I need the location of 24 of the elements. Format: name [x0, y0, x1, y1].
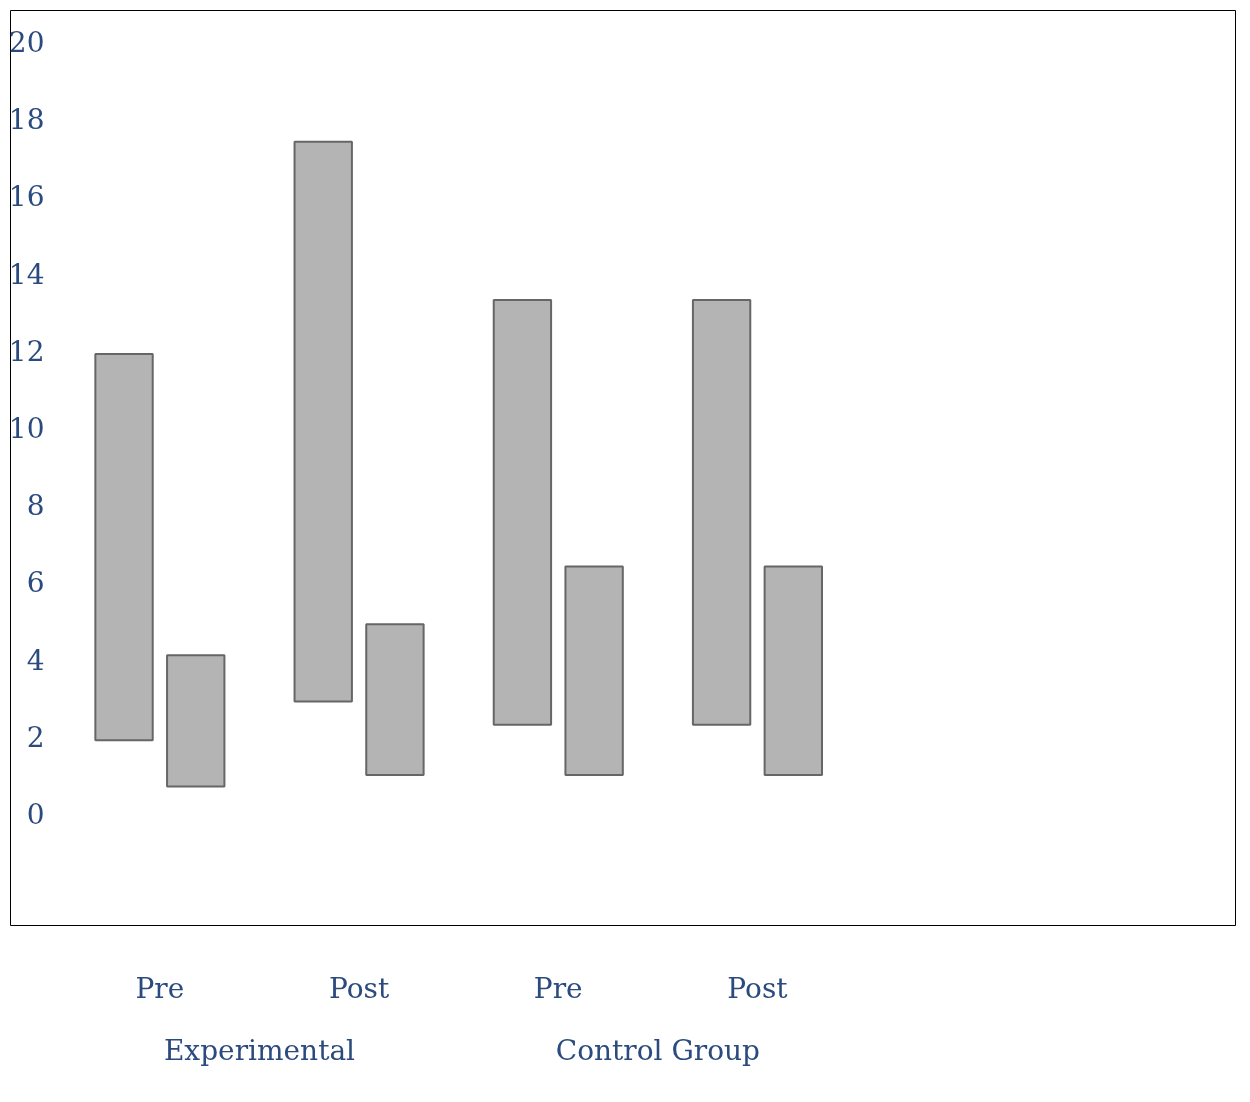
- y-tick-label: 4: [26, 643, 45, 677]
- bar: [763, 565, 823, 776]
- bar: [691, 299, 752, 726]
- bar: [166, 654, 226, 788]
- y-tick-label: 16: [8, 180, 45, 214]
- y-tick-label: 12: [8, 334, 45, 368]
- y-tick-label: 18: [8, 103, 45, 137]
- y-tick-label: 8: [26, 489, 45, 523]
- x-tick-label: Post: [328, 971, 390, 1005]
- y-tick-label: 0: [26, 798, 45, 832]
- text: Control Group: [555, 1033, 760, 1067]
- bar: [564, 565, 624, 776]
- text: Experimental: [163, 1033, 356, 1067]
- x-tick-label: Pre: [135, 971, 185, 1005]
- y-tick-label: 14: [8, 257, 45, 291]
- y-tick-label: 10: [8, 411, 45, 445]
- y-tick-label: 2: [26, 720, 45, 754]
- bar: [293, 140, 353, 703]
- bar: [365, 623, 425, 776]
- bar: [492, 299, 553, 726]
- y-tick-label: 6: [26, 566, 45, 600]
- x-tick-label: Pre: [533, 971, 583, 1005]
- x-tick-label: Post: [727, 971, 789, 1005]
- bar: [94, 353, 154, 742]
